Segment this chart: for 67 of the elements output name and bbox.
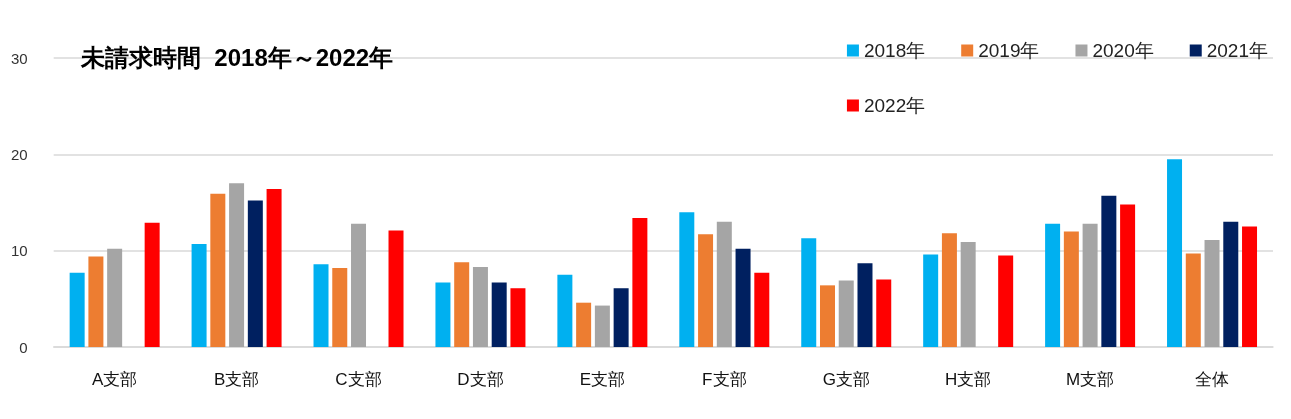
bar <box>1063 231 1079 347</box>
bar <box>247 200 263 347</box>
bar <box>998 255 1014 347</box>
x-tick-label: D支部 <box>457 370 504 389</box>
bar <box>1101 195 1117 347</box>
bar <box>876 279 892 347</box>
bar <box>1223 221 1239 347</box>
bar <box>857 263 873 347</box>
x-tick-label: G支部 <box>822 370 870 389</box>
bar <box>1167 159 1183 347</box>
bar <box>1045 223 1061 347</box>
bar <box>819 285 835 347</box>
bar <box>960 242 976 347</box>
bar <box>491 282 507 347</box>
y-tick-label: 10 <box>11 242 28 260</box>
bar <box>1185 253 1201 347</box>
x-tick-label: 全体 <box>1195 370 1230 389</box>
x-tick-label: C支部 <box>335 370 382 389</box>
legend-label: 2022年 <box>863 95 926 116</box>
bar <box>88 256 104 347</box>
bar <box>510 288 526 347</box>
bar <box>313 264 329 347</box>
bar <box>1120 204 1136 347</box>
legend-label: 2020年 <box>1092 40 1154 61</box>
x-tick-label: A支部 <box>91 370 138 389</box>
bar <box>454 262 470 347</box>
bar <box>1242 226 1258 347</box>
bar <box>698 234 714 347</box>
x-tick-label: E支部 <box>579 370 626 389</box>
x-tick-label: H支部 <box>945 370 992 389</box>
y-tick-label: 20 <box>11 145 28 163</box>
bar <box>576 302 592 347</box>
bar <box>941 233 957 347</box>
x-tick-label: M支部 <box>1066 370 1115 389</box>
bar <box>923 254 939 347</box>
bar <box>388 230 404 347</box>
x-tick-label: F支部 <box>702 370 747 389</box>
legend-label: 2019年 <box>978 40 1040 61</box>
bar <box>435 282 451 347</box>
bar <box>107 248 123 347</box>
legend-label: 2021年 <box>1206 40 1269 61</box>
y-tick-label: 0 <box>19 338 28 356</box>
bar <box>191 243 207 347</box>
bar <box>1204 240 1220 347</box>
bar <box>557 274 573 347</box>
bar <box>838 280 854 347</box>
bar <box>735 248 751 347</box>
bar <box>632 217 648 347</box>
y-tick-label: 30 <box>11 49 28 67</box>
legend-label: 2018年 <box>863 40 926 61</box>
x-tick-label: B支部 <box>213 370 260 389</box>
bar <box>472 267 488 347</box>
bar <box>754 272 770 347</box>
bar <box>266 189 282 347</box>
bar <box>716 221 732 347</box>
bar <box>69 272 85 347</box>
bar <box>351 223 367 347</box>
bar <box>144 222 160 347</box>
bar <box>1082 223 1098 347</box>
chart-title: 未請求時間 2018年～2022年 <box>80 43 394 71</box>
bar <box>332 268 348 347</box>
bar <box>801 238 817 347</box>
bar <box>679 212 695 347</box>
bar <box>613 288 629 347</box>
bar <box>229 183 245 347</box>
bar <box>210 193 226 347</box>
bar <box>594 305 610 347</box>
